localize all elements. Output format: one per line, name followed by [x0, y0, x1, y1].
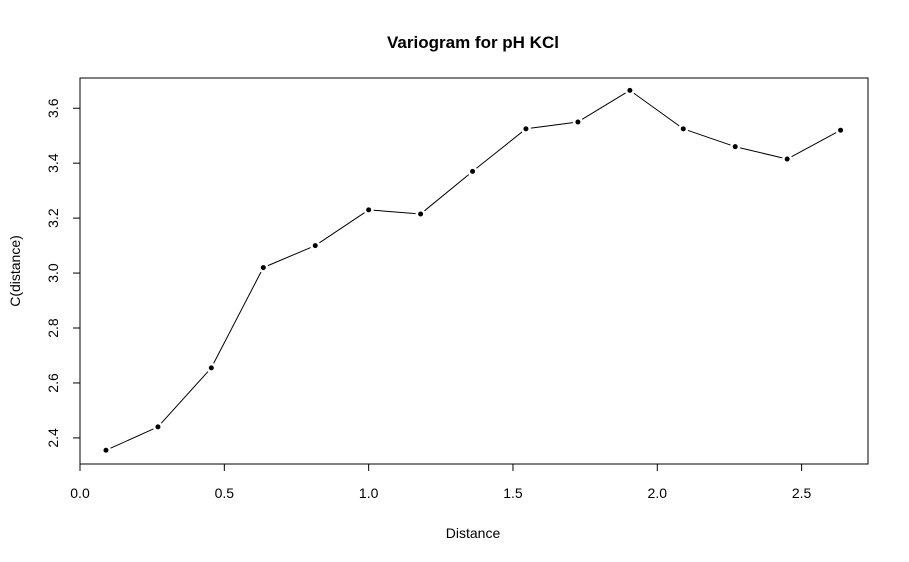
series-line-segment: [791, 132, 837, 158]
x-tick-label: 1.0: [359, 485, 379, 501]
data-point: [783, 155, 791, 163]
series-line-segment: [110, 428, 154, 449]
y-tick-label: 2.8: [45, 318, 61, 338]
series-line-segment: [687, 129, 731, 146]
y-axis: 2.4 2.6 2.8 3.0 3.2 3.4 3.6: [45, 98, 81, 448]
x-tick-label: 2.0: [648, 485, 668, 501]
y-tick-label: 3.2: [45, 208, 61, 228]
series-group: [102, 86, 845, 454]
x-tick-label: 1.5: [503, 485, 523, 501]
chart-title: Variogram for pH KCl: [387, 33, 559, 52]
data-point: [679, 125, 687, 133]
y-tick-label: 3.0: [45, 263, 61, 283]
y-tick-label: 2.6: [45, 373, 61, 393]
data-point: [522, 125, 530, 133]
x-axis-label: Distance: [446, 525, 501, 541]
x-tick-label: 2.5: [792, 485, 812, 501]
y-tick-label: 3.6: [45, 98, 61, 118]
series-line-segment: [267, 247, 311, 267]
x-tick-label: 0.0: [70, 485, 90, 501]
data-point: [102, 446, 110, 454]
data-point: [837, 126, 845, 134]
plot-area-border: [79, 77, 869, 465]
data-point: [731, 143, 739, 151]
series-line-segment: [739, 147, 783, 159]
data-point: [259, 264, 267, 272]
series-line-segment: [424, 174, 470, 212]
data-point: [154, 423, 162, 431]
y-tick-label: 3.4: [45, 153, 61, 173]
series-line-segment: [633, 92, 680, 127]
x-axis: 0.0 0.5 1.0 1.5 2.0 2.5: [70, 463, 812, 501]
data-point: [417, 210, 425, 218]
data-point: [311, 242, 319, 250]
series-line-segment: [581, 92, 626, 120]
data-point: [207, 364, 215, 372]
data-point: [574, 118, 582, 126]
data-point: [365, 206, 373, 214]
series-line-segment: [476, 131, 523, 169]
y-tick-label: 2.4: [45, 428, 61, 448]
series-line-segment: [213, 271, 262, 364]
series-line-segment: [530, 122, 574, 129]
series-line-segment: [160, 371, 209, 424]
data-point: [626, 86, 634, 94]
y-axis-label: C(distance): [7, 235, 23, 307]
data-point: [469, 167, 477, 175]
x-tick-label: 0.5: [215, 485, 235, 501]
series-line-segment: [319, 212, 365, 244]
series-line-segment: [373, 209, 416, 215]
